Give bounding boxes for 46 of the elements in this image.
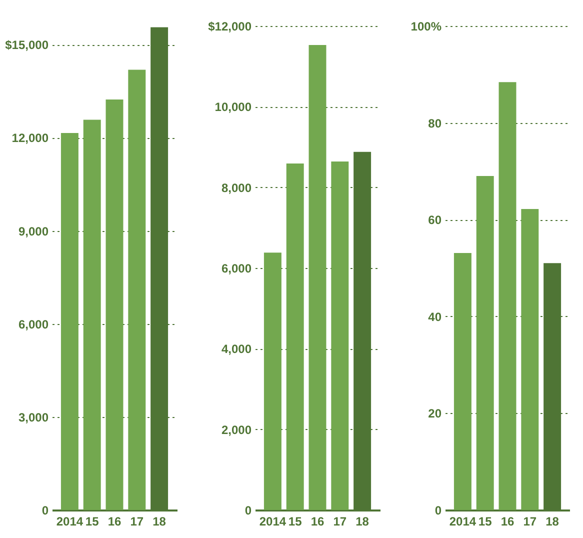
x-tick-label: 2014 bbox=[449, 514, 476, 528]
x-tick-label: 18 bbox=[152, 514, 166, 528]
bar bbox=[106, 100, 124, 510]
y-tick-label: 2,000 bbox=[221, 422, 252, 437]
bar bbox=[476, 176, 494, 510]
bar bbox=[264, 252, 282, 510]
bar bbox=[128, 70, 146, 510]
bar bbox=[331, 162, 349, 510]
bar bbox=[308, 44, 326, 510]
y-tick-label: 0 bbox=[434, 504, 442, 518]
y-tick-label: 12,000 bbox=[12, 131, 49, 146]
y-tick-label: 9,000 bbox=[18, 224, 49, 238]
y-tick-label: 80 bbox=[428, 116, 442, 130]
x-tick-label: 16 bbox=[108, 514, 122, 528]
x-tick-label: 18 bbox=[546, 514, 560, 528]
bar bbox=[60, 133, 78, 510]
bar bbox=[521, 208, 539, 510]
y-tick-label: 40 bbox=[428, 310, 442, 324]
x-tick-label: 16 bbox=[500, 514, 514, 528]
bar bbox=[454, 252, 472, 510]
y-tick-label: 60 bbox=[428, 213, 442, 228]
y-tick-label: 10,000 bbox=[214, 100, 252, 114]
y-tick-label: 100% bbox=[410, 20, 442, 34]
x-tick-label: 18 bbox=[356, 514, 370, 528]
y-tick-label: $12,000 bbox=[208, 20, 252, 34]
bar bbox=[286, 164, 304, 510]
y-tick-label: $15,000 bbox=[5, 38, 49, 52]
x-tick-label: 16 bbox=[310, 514, 324, 528]
x-tick-label: 17 bbox=[130, 514, 144, 528]
x-tick-label: 17 bbox=[523, 514, 537, 528]
x-tick-label: 15 bbox=[288, 514, 302, 528]
x-tick-label: 15 bbox=[85, 514, 100, 528]
y-tick-label: 4,000 bbox=[221, 342, 252, 356]
y-tick-label: 6,000 bbox=[221, 262, 252, 276]
bar bbox=[83, 120, 101, 510]
y-tick-label: 0 bbox=[42, 504, 49, 518]
y-tick-label: 6,000 bbox=[18, 317, 49, 332]
x-tick-label: 2014 bbox=[259, 514, 286, 528]
x-tick-label: 17 bbox=[333, 514, 347, 528]
bar bbox=[498, 82, 516, 510]
y-tick-label: 8,000 bbox=[221, 180, 252, 195]
x-tick-label: 15 bbox=[478, 514, 492, 528]
y-tick-label: 0 bbox=[244, 504, 252, 518]
y-tick-label: 3,000 bbox=[18, 410, 49, 424]
y-tick-label: 20 bbox=[428, 406, 442, 421]
x-tick-label: 2014 bbox=[56, 514, 84, 528]
